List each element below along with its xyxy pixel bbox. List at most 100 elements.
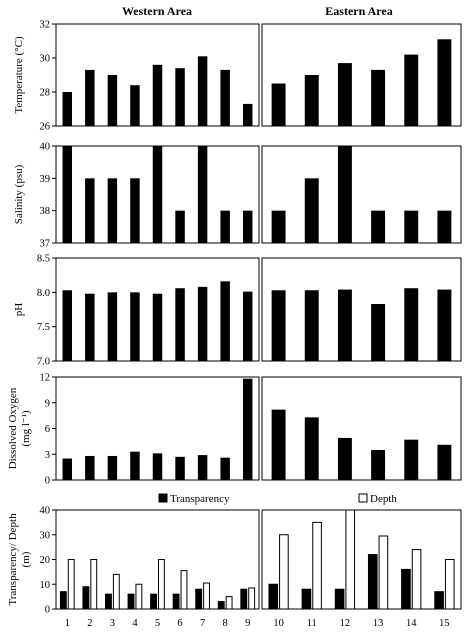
- bar-depth-station-12: [345, 509, 356, 610]
- x-tick-label: 8: [223, 618, 228, 629]
- bar-station-12: [337, 437, 352, 480]
- y-tick-label: 0: [45, 476, 50, 487]
- bar-station-6: [175, 210, 185, 243]
- bar-station-11: [304, 290, 319, 361]
- y-axis-label: Dissolved Oxygen(mg l⁻¹): [7, 387, 32, 469]
- y-tick-label: 37: [40, 239, 51, 250]
- bar-station-2: [85, 293, 95, 361]
- bar-station-6: [175, 288, 185, 361]
- bar-station-13: [371, 449, 386, 480]
- bar-transparency-station-11: [301, 588, 312, 610]
- y-tick-label: 39: [40, 174, 51, 185]
- y-tick-label: 9: [45, 398, 50, 409]
- bar-station-1: [62, 290, 73, 361]
- bar-depth-station-11: [312, 521, 322, 610]
- y-tick-label: 3: [45, 450, 50, 461]
- bar-station-7: [197, 56, 208, 126]
- eastern-plot-frame: [261, 23, 462, 127]
- bar-station-10: [271, 83, 286, 126]
- western-plot-frame: [55, 509, 260, 610]
- x-tick-label: 10: [273, 618, 284, 629]
- bar-station-3: [107, 292, 118, 361]
- bar-station-5: [152, 64, 163, 126]
- bar-station-12: [337, 63, 352, 126]
- bar-depth-station-3: [112, 573, 120, 610]
- bar-station-1: [62, 458, 73, 480]
- x-tick-label: 4: [132, 618, 138, 629]
- panel-row-3: pH 7.0 7.5 8.0 8.5: [13, 254, 462, 368]
- bar-station-9: [242, 103, 253, 126]
- bar-station-12: [337, 289, 352, 361]
- bar-station-15: [437, 39, 452, 126]
- bar-transparency-station-1: [59, 591, 67, 610]
- bar-station-13: [371, 210, 386, 243]
- bar-transparency-station-2: [82, 586, 90, 610]
- bar-station-9: [242, 291, 253, 361]
- bar-station-11: [304, 178, 319, 243]
- legend-depth-label: Depth: [370, 493, 397, 505]
- y-axis-label: pH: [13, 303, 25, 317]
- bar-depth-station-7: [203, 582, 210, 610]
- bar-station-9: [242, 210, 253, 243]
- y-tick-label: 30: [40, 54, 51, 65]
- bar-depth-station-5: [158, 559, 165, 610]
- x-tick-label: 11: [307, 618, 317, 629]
- bar-depth-station-13: [378, 535, 389, 610]
- bar-station-2: [85, 455, 95, 480]
- y-tick-label: 7.5: [37, 322, 50, 333]
- bar-transparency-station-6: [172, 593, 180, 610]
- bar-station-4: [130, 451, 140, 480]
- bar-station-8: [220, 69, 230, 126]
- bar-station-11: [304, 75, 319, 126]
- bar-depth-station-14: [411, 549, 422, 610]
- x-tick-label: 1: [65, 618, 70, 629]
- x-tick-label: 13: [373, 618, 384, 629]
- bar-station-5: [152, 293, 163, 361]
- bar-transparency-station-4: [127, 593, 135, 610]
- bar-station-10: [271, 290, 286, 361]
- legend-depth-swatch: [358, 493, 368, 503]
- panel-row-4: Dissolved Oxygen(mg l⁻¹) 0 3 6 9 12: [7, 373, 462, 487]
- y-tick-label: 32: [40, 20, 51, 31]
- bar-transparency-station-3: [105, 593, 112, 610]
- y-tick-label: 26: [40, 122, 51, 133]
- x-tick-label: 6: [177, 618, 182, 629]
- y-tick-label: 10: [40, 580, 51, 591]
- x-tick-label: 3: [110, 618, 115, 629]
- bar-station-10: [271, 409, 286, 480]
- eastern-area-title: Eastern Area: [325, 4, 392, 18]
- legend-transparency-label: Transparency: [170, 493, 230, 505]
- bar-station-1: [62, 146, 73, 243]
- bar-station-8: [220, 457, 230, 480]
- x-tick-label: 5: [155, 618, 160, 629]
- bar-station-6: [175, 68, 185, 126]
- bar-station-7: [197, 286, 208, 361]
- bar-station-12: [337, 146, 352, 243]
- bar-station-13: [371, 304, 386, 361]
- panel-row-1: Temperature (°C) 26 28 30 32: [13, 20, 462, 133]
- bar-depth-station-15: [444, 559, 455, 610]
- bar-depth-station-4: [135, 583, 143, 610]
- bar-transparency-station-13: [367, 554, 378, 610]
- y-tick-label: 12: [40, 373, 51, 384]
- x-tick-label: 15: [439, 618, 450, 629]
- bar-station-9: [242, 378, 253, 480]
- panel-row-2: Salinity (psu) 37 38 39 40: [13, 142, 462, 250]
- y-tick-label: 0: [45, 605, 50, 616]
- x-tick-label: 7: [200, 618, 205, 629]
- eastern-plot-frame: [261, 376, 462, 481]
- y-tick-label: 40: [40, 506, 51, 517]
- bar-station-7: [197, 146, 208, 243]
- bar-depth-station-1: [67, 559, 75, 610]
- bar-station-5: [152, 146, 163, 243]
- bar-station-3: [107, 178, 118, 243]
- bar-transparency-station-9: [240, 588, 248, 610]
- bar-depth-station-6: [180, 570, 188, 610]
- bar-depth-station-2: [90, 559, 98, 610]
- bar-station-14: [404, 210, 419, 243]
- bar-station-4: [130, 292, 140, 361]
- bar-transparency-station-15: [434, 591, 444, 610]
- bar-station-15: [437, 210, 452, 243]
- y-axis-label: Transparency/ Depth(m): [7, 513, 32, 606]
